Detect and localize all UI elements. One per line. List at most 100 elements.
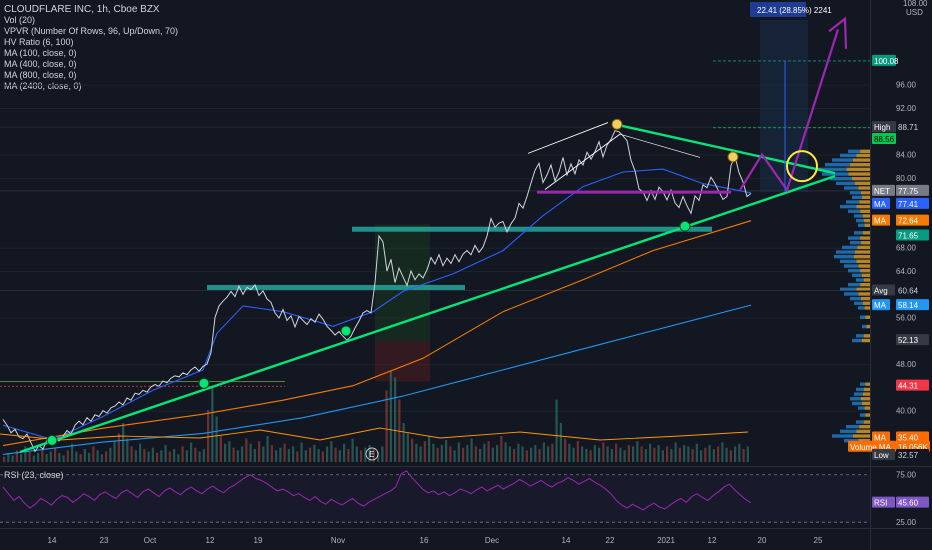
volume-bar (151, 447, 154, 462)
volume-bar (530, 447, 533, 462)
price-axis-label-bg (896, 448, 929, 460)
volume-bar (687, 446, 690, 462)
volume-bar (207, 410, 210, 462)
earnings-marker-circle (365, 447, 379, 461)
pivot-dot (46, 434, 58, 446)
volume-bar (79, 454, 82, 462)
ascending-trendline (19, 174, 836, 454)
vpvr-bar (856, 387, 864, 392)
price-axis-label: MA (874, 217, 887, 226)
volume-bar (313, 445, 316, 462)
price-axis-label-bg (872, 54, 896, 66)
price-axis-tick: 96.00 (896, 81, 917, 90)
price-axis-label-bg (872, 184, 895, 196)
volume-bar (249, 443, 252, 462)
volume-bar (449, 446, 452, 462)
vpvr-bar (852, 195, 862, 200)
volume-bar (513, 449, 516, 462)
time-axis-tick: 12 (206, 536, 215, 545)
volume-bar (538, 449, 541, 462)
channel-line (619, 133, 701, 158)
vpvr-bar (858, 306, 865, 310)
price-axis-label: NET (874, 187, 890, 196)
volume-bar (360, 450, 363, 462)
vpvr-bar (840, 153, 857, 158)
vpvr-bar (836, 250, 855, 254)
vpvr-bar (860, 268, 870, 273)
vpvr-bar (836, 181, 855, 186)
vpvr-bar (832, 158, 853, 162)
price-axis-label: Volume MA (850, 443, 892, 452)
vpvr-bar (860, 315, 866, 319)
vpvr-bar (856, 218, 864, 223)
vpvr-bar (863, 278, 870, 282)
volume-bar (334, 447, 337, 462)
volume-bar (432, 443, 435, 462)
vpvr-bar (856, 287, 870, 292)
price-axis-label: 58.14 (898, 301, 919, 310)
price-axis-label-bg (896, 214, 929, 226)
vpvr-bar (859, 424, 870, 429)
price-axis-label-bg (872, 284, 895, 296)
vpvr-bar (858, 292, 870, 296)
vpvr-bar (862, 231, 870, 235)
volume-bar (615, 443, 618, 462)
volume-bar (406, 433, 409, 462)
vpvr-bar (852, 273, 862, 278)
volume-bar (394, 377, 397, 462)
vpvr-bar (830, 176, 852, 181)
price-axis-label-bg (872, 448, 895, 460)
volume-bar (3, 456, 6, 462)
volume-bar (54, 447, 57, 462)
volume-bar (62, 455, 65, 462)
volume-bar (211, 386, 214, 462)
volume-bar (632, 446, 635, 462)
legend-line: MA (400, close, 0) (4, 59, 77, 69)
volume-bar (508, 446, 511, 462)
volume-bar (670, 449, 673, 462)
vpvr-bar (864, 306, 870, 310)
vpvr-bar (854, 301, 863, 305)
pivot-dot (340, 325, 352, 337)
volume-bar (202, 449, 205, 462)
volume-bar (224, 443, 227, 462)
volume-bar (71, 443, 74, 462)
volume-bar (559, 423, 562, 462)
time-axis-tick: 12 (708, 536, 717, 545)
vpvr-bar (840, 259, 857, 264)
volume-bar (7, 452, 10, 462)
currency-label: USD (906, 8, 923, 17)
vpvr-bar (850, 190, 861, 195)
volume-bar (661, 450, 664, 462)
volume-bar (279, 447, 282, 462)
volume-bar (657, 445, 660, 462)
vpvr-bar (856, 204, 870, 209)
price-axis-label-bg (896, 379, 929, 391)
vpvr-bar (844, 186, 859, 190)
volume-bar (20, 454, 23, 462)
volume-bar (228, 441, 231, 462)
price-axis-tick: 92.00 (896, 104, 917, 113)
vpvr-bar (861, 190, 870, 195)
volume-bar (117, 433, 120, 462)
volume-bar (253, 449, 256, 462)
vpvr-bar (850, 397, 861, 401)
volume-bar (644, 449, 647, 462)
vpvr-bar (856, 429, 870, 434)
time-axis-tick: Oct (144, 536, 157, 545)
vpvr-bar (852, 338, 862, 343)
volume-bar (572, 447, 575, 462)
rsi-title: RSI (23, close) (4, 470, 64, 480)
price-axis-label-bg (872, 121, 896, 133)
volume-bar (564, 438, 567, 462)
price-axis-label: MA (874, 200, 887, 209)
volume-bar (547, 446, 550, 462)
volume-bar (666, 446, 669, 462)
volume-bar (130, 446, 133, 462)
volume-bar (551, 443, 554, 462)
vpvr-bar (854, 392, 863, 396)
volume-bar (721, 442, 724, 462)
volume-bar (181, 446, 184, 462)
vpvr-bar (840, 429, 857, 434)
